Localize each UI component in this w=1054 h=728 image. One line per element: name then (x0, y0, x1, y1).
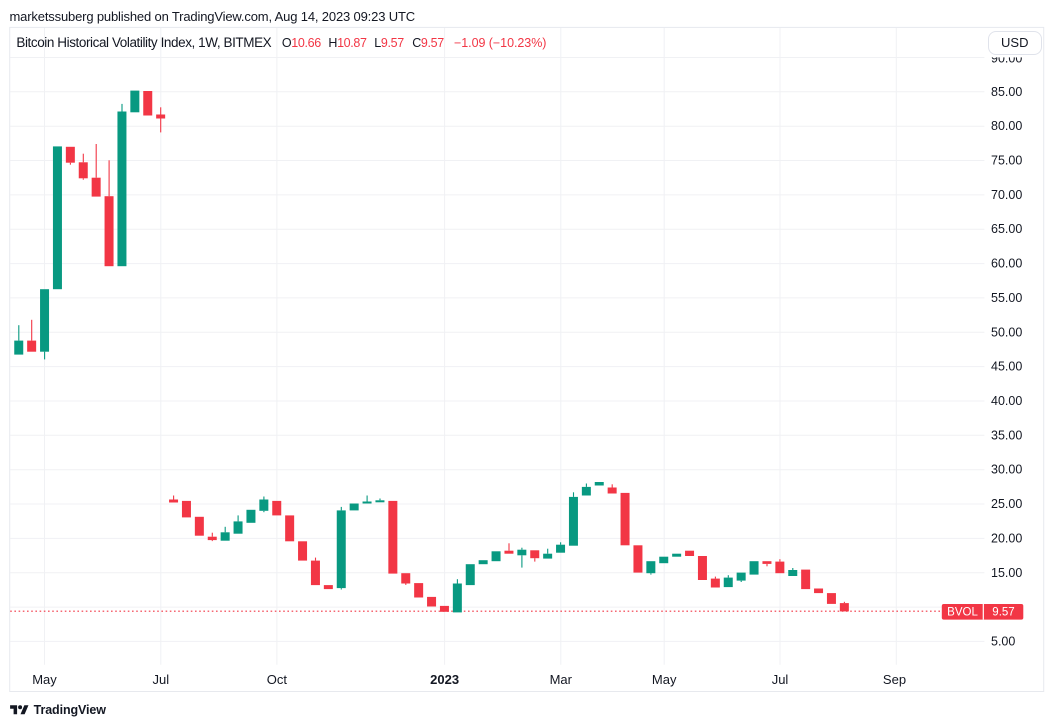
svg-text:30.00: 30.00 (991, 463, 1022, 477)
svg-text:20.00: 20.00 (991, 531, 1022, 545)
svg-text:40.00: 40.00 (991, 394, 1022, 408)
svg-text:BVOL: BVOL (947, 606, 978, 618)
svg-text:60.00: 60.00 (991, 257, 1022, 271)
svg-text:75.00: 75.00 (991, 154, 1022, 168)
svg-text:65.00: 65.00 (991, 222, 1022, 236)
svg-text:45.00: 45.00 (991, 360, 1022, 374)
svg-text:Mar: Mar (550, 672, 573, 687)
svg-text:Jul: Jul (152, 672, 169, 687)
svg-text:50.00: 50.00 (991, 325, 1022, 339)
svg-text:9.57: 9.57 (992, 606, 1014, 618)
svg-text:5.00: 5.00 (991, 634, 1015, 648)
svg-text:Sep: Sep (883, 672, 906, 687)
svg-text:55.00: 55.00 (991, 291, 1022, 305)
svg-text:Jul: Jul (772, 672, 789, 687)
svg-text:May: May (32, 672, 57, 687)
svg-text:35.00: 35.00 (991, 428, 1022, 442)
svg-text:15.00: 15.00 (991, 566, 1022, 580)
svg-text:80.00: 80.00 (991, 119, 1022, 133)
svg-text:Oct: Oct (267, 672, 288, 687)
svg-text:70.00: 70.00 (991, 188, 1022, 202)
svg-text:85.00: 85.00 (991, 85, 1022, 99)
svg-text:2023: 2023 (430, 672, 459, 687)
svg-text:25.00: 25.00 (991, 497, 1022, 511)
svg-text:May: May (652, 672, 677, 687)
